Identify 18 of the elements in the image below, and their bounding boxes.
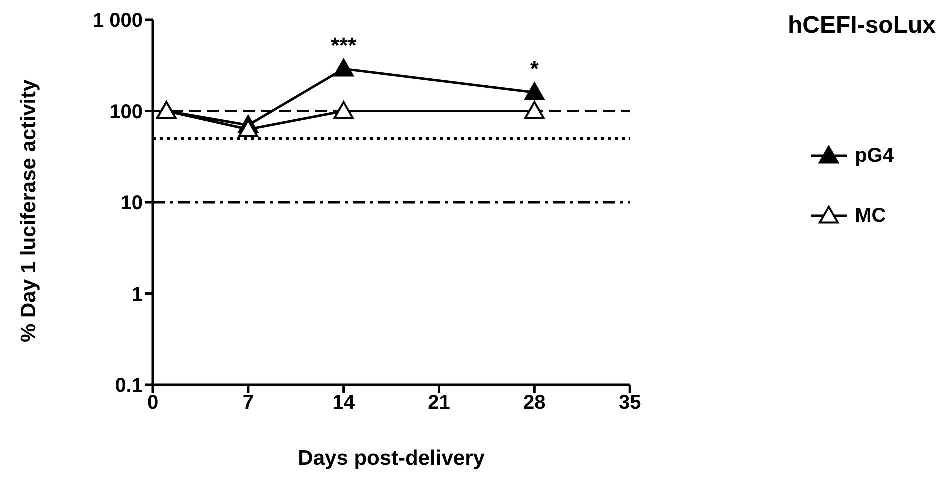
- y-tick-label: 1: [132, 284, 143, 306]
- x-tick-label: 7: [242, 392, 254, 414]
- y-tick-label: 1 000: [92, 10, 143, 32]
- x-tick-label: 35: [618, 392, 642, 414]
- legend-label: pG4: [855, 144, 894, 168]
- x-axis-title: Days post-delivery: [298, 447, 486, 470]
- annotation: *: [530, 56, 540, 82]
- y-tick-label: 10: [120, 192, 143, 215]
- x-tick-label: 21: [428, 392, 450, 414]
- y-tick-label: 0.1: [115, 375, 143, 398]
- x-tick-label: 14: [332, 392, 356, 414]
- legend-label: MC: [855, 204, 886, 228]
- text: hCEFI-soLux: [788, 12, 936, 40]
- y-axis-title: % Day 1 luciferase activity: [17, 80, 40, 342]
- annotation: ***: [330, 33, 358, 58]
- y-tick-label: 100: [110, 101, 143, 124]
- x-tick-label: 28: [524, 392, 546, 414]
- x-tick-label: 0: [147, 392, 159, 414]
